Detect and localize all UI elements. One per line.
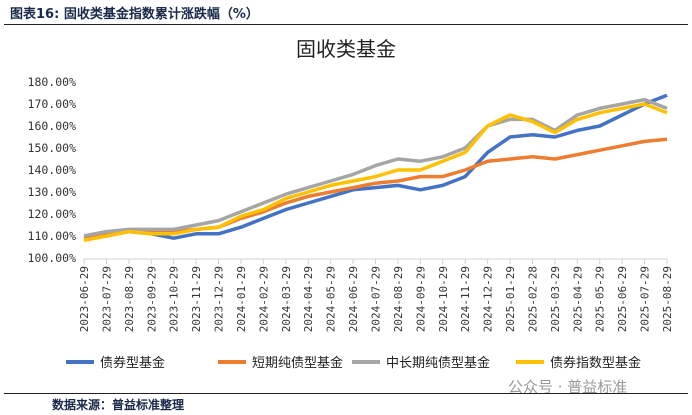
x-tick-label: 2025-03-29 [549, 266, 562, 332]
line-chart: 固收类基金 100.00% 110.00% 120.00% 130.00% 140.00%… [28, 37, 674, 371]
x-tick-label: 2025-02-28 [526, 266, 539, 332]
x-tick-label: 2024-12-29 [482, 266, 495, 332]
x-tick-label: 2023-11-29 [190, 266, 203, 332]
x-tick-label: 2025-01-29 [504, 266, 517, 332]
y-tick-label: 110.00% [28, 229, 77, 243]
x-tick-label: 2024-11-29 [459, 266, 472, 332]
y-tick-label: 170.00% [28, 97, 77, 111]
source-note: 数据来源：普益标准整理 [52, 398, 185, 412]
x-tick-label: 2024-08-29 [392, 266, 405, 332]
x-tick-label: 2025-05-29 [594, 266, 607, 332]
y-tick-label: 160.00% [28, 119, 77, 133]
x-tick-label: 2024-05-29 [325, 266, 338, 332]
y-tick-label: 120.00% [28, 207, 77, 221]
x-tick-label: 2025-04-29 [571, 266, 584, 332]
x-tick-label: 2024-02-29 [257, 266, 270, 332]
x-tick-label: 2023-08-29 [123, 266, 136, 332]
chart-title: 固收类基金 [296, 37, 396, 61]
y-tick-label: 150.00% [28, 141, 77, 155]
x-tick-label: 2023-10-29 [168, 266, 181, 332]
x-tick-label: 2023-09-29 [145, 266, 158, 332]
y-tick-label: 140.00% [28, 163, 77, 177]
x-tick-label: 2023-12-29 [213, 266, 226, 332]
legend-label: 短期纯债型基金 [252, 355, 343, 371]
legend-label: 中长期纯债型基金 [386, 355, 490, 371]
x-tick-label: 2024-03-29 [280, 266, 293, 332]
legend-label: 债券型基金 [100, 355, 165, 371]
legend-label: 债券指数型基金 [550, 355, 641, 371]
x-tick-label: 2023-07-29 [100, 266, 113, 332]
x-tick-label: 2025-08-29 [661, 266, 674, 332]
x-tick-label: 2025-07-29 [639, 266, 652, 332]
y-tick-label: 100.00% [28, 251, 77, 265]
x-tick-label: 2024-09-29 [414, 266, 427, 332]
x-tick-label: 2025-06-29 [616, 266, 629, 332]
figure-label: 图表16: 固收类基金指数累计涨跌幅（%） [10, 7, 259, 22]
series-line [83, 102, 668, 243]
x-tick-label: 2024-01-29 [235, 266, 248, 332]
bottom-divider [4, 393, 688, 394]
x-tick-label: 2024-07-29 [370, 266, 383, 332]
x-tick-label: 2024-04-29 [302, 266, 315, 332]
x-tick-label: 2024-06-29 [347, 266, 360, 332]
x-tick-label: 2023-06-29 [78, 266, 91, 332]
top-divider [4, 24, 688, 25]
watermark: 公众号 · 普益标准 [508, 378, 628, 396]
x-tick-label: 2024-10-29 [437, 266, 450, 332]
y-tick-label: 130.00% [28, 185, 77, 199]
y-tick-label: 180.00% [28, 75, 77, 89]
series-line [83, 97, 668, 238]
series-line [83, 93, 668, 240]
